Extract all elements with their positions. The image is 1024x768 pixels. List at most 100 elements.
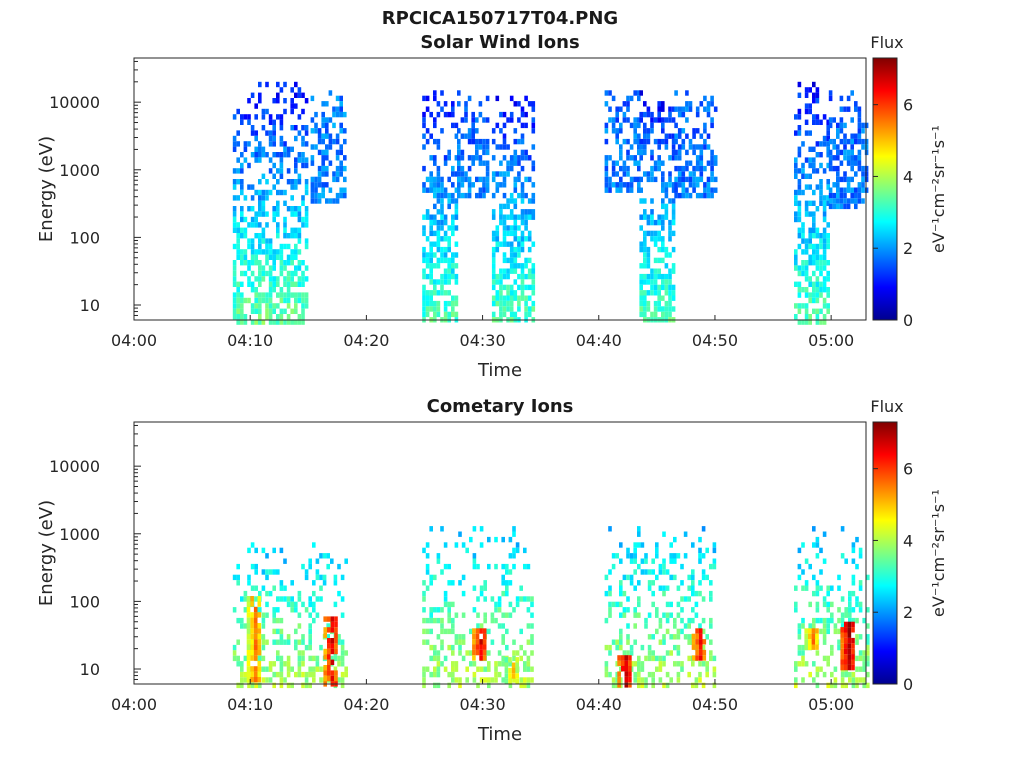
spectrogram-cell [343, 128, 347, 134]
spectrogram-cell [261, 108, 266, 115]
spectrogram-hotspot-cell [617, 655, 621, 661]
spectrogram-cell [502, 311, 507, 318]
spectrogram-cell [247, 238, 251, 244]
spectrogram-cell [828, 160, 833, 166]
spectrogram-cell [254, 563, 258, 570]
spectrogram-cell [661, 225, 665, 231]
spectrogram-cell [283, 308, 287, 314]
spectrogram-cell [650, 198, 654, 204]
spectrogram-cell [485, 160, 490, 166]
spectrogram-cell [443, 219, 448, 226]
spectrogram-cell [639, 117, 643, 123]
spectrogram-cell [451, 273, 455, 280]
spectrogram-cell [854, 160, 858, 166]
spectrogram-cell [422, 273, 426, 280]
spectrogram-cell [491, 300, 496, 307]
spectrogram-cell [846, 203, 851, 210]
spectrogram-cell [804, 319, 809, 325]
spectrogram-cell [709, 563, 713, 570]
spectrogram-cell [671, 263, 676, 269]
spectrogram-cell [243, 146, 248, 152]
spectrogram-cell [258, 152, 262, 158]
spectrogram-cell [436, 192, 441, 199]
spectrogram-cell [240, 233, 244, 239]
spectrogram-cell [491, 176, 496, 183]
spectrogram-cell [808, 130, 812, 136]
spectrogram-cell [436, 634, 441, 640]
spectrogram-hotspot-cell [844, 632, 848, 638]
spectrogram-cell [713, 187, 718, 193]
spectrogram-cell [619, 542, 623, 548]
spectrogram-hotspot-cell [628, 666, 632, 672]
y-tick-label: 1000 [59, 525, 100, 544]
spectrogram-cell [247, 206, 251, 212]
spectrogram-hotspot-cell [815, 639, 819, 645]
spectrogram-cell [294, 265, 298, 271]
spectrogram-cell [319, 596, 323, 602]
spectrogram-cell [447, 311, 451, 318]
spectrogram-cell [858, 580, 863, 586]
spectrogram-hotspot-cell [334, 643, 338, 649]
spectrogram-cell [643, 138, 647, 145]
spectrogram-cell [661, 101, 665, 107]
spectrogram-hotspot-cell [479, 628, 483, 634]
spectrogram-cell [301, 222, 305, 228]
spectrogram-cell [846, 176, 851, 183]
spectrogram-cell [861, 182, 865, 188]
spectrogram-cell [502, 300, 507, 307]
spectrogram-hotspot-cell [847, 664, 852, 671]
spectrogram-cell [330, 655, 334, 662]
spectrogram-hotspot-cell [482, 633, 487, 640]
spectrogram-cell [478, 160, 483, 166]
spectrogram-cell [855, 677, 859, 683]
spectrogram-cell [272, 141, 276, 147]
spectrogram-cell [254, 682, 258, 689]
spectrogram-cell [692, 182, 696, 188]
spectrogram-cell [822, 141, 827, 147]
x-tick-label: 04:00 [111, 695, 157, 714]
spectrogram-cell [335, 95, 340, 102]
spectrogram-cell [846, 155, 851, 161]
spectrogram-cell [429, 306, 433, 312]
spectrogram-cell [633, 155, 637, 161]
spectrogram-cell [272, 628, 276, 635]
spectrogram-cell [513, 198, 518, 204]
spectrogram-cell [633, 160, 637, 166]
spectrogram-cell [343, 155, 347, 161]
spectrogram-cell [815, 265, 820, 271]
spectrogram-hotspot-cell [250, 628, 254, 634]
spectrogram-cell [524, 284, 528, 291]
spectrogram-cell [297, 671, 302, 678]
spectrogram-cell [268, 249, 273, 255]
spectrogram-cell [646, 230, 651, 237]
spectrogram-cell [676, 677, 681, 683]
spectrogram-cell [520, 290, 525, 296]
spectrogram-cell [276, 639, 280, 645]
spectrogram-cell [850, 198, 854, 204]
spectrogram-cell [858, 601, 863, 608]
spectrogram-cell [343, 176, 347, 183]
spectrogram-cell [261, 276, 266, 282]
spectrogram-cell [517, 155, 521, 161]
spectrogram-cell [695, 128, 700, 134]
spectrogram-cell [626, 117, 630, 123]
spectrogram-cell [822, 671, 827, 678]
spectrogram-cell [499, 311, 503, 318]
spectrogram-cell [301, 314, 305, 320]
spectrogram-cell [640, 569, 645, 575]
spectrogram-cell [657, 165, 661, 172]
spectrogram-cell [626, 607, 630, 613]
spectrogram-cell [276, 569, 280, 575]
spectrogram-cell [797, 303, 802, 309]
spectrogram-cell [677, 165, 682, 172]
spectrogram-cell [646, 176, 651, 183]
spectrogram-cell [626, 187, 630, 193]
spectrogram-cell [279, 141, 284, 147]
spectrogram-cell [491, 209, 496, 215]
spectrogram-cell [425, 128, 430, 134]
spectrogram-cell [290, 98, 294, 104]
spectrogram-cell [457, 101, 461, 107]
spectrogram-cell [464, 171, 468, 177]
spectrogram-cell [483, 677, 487, 683]
spectrogram-cell [325, 122, 329, 129]
